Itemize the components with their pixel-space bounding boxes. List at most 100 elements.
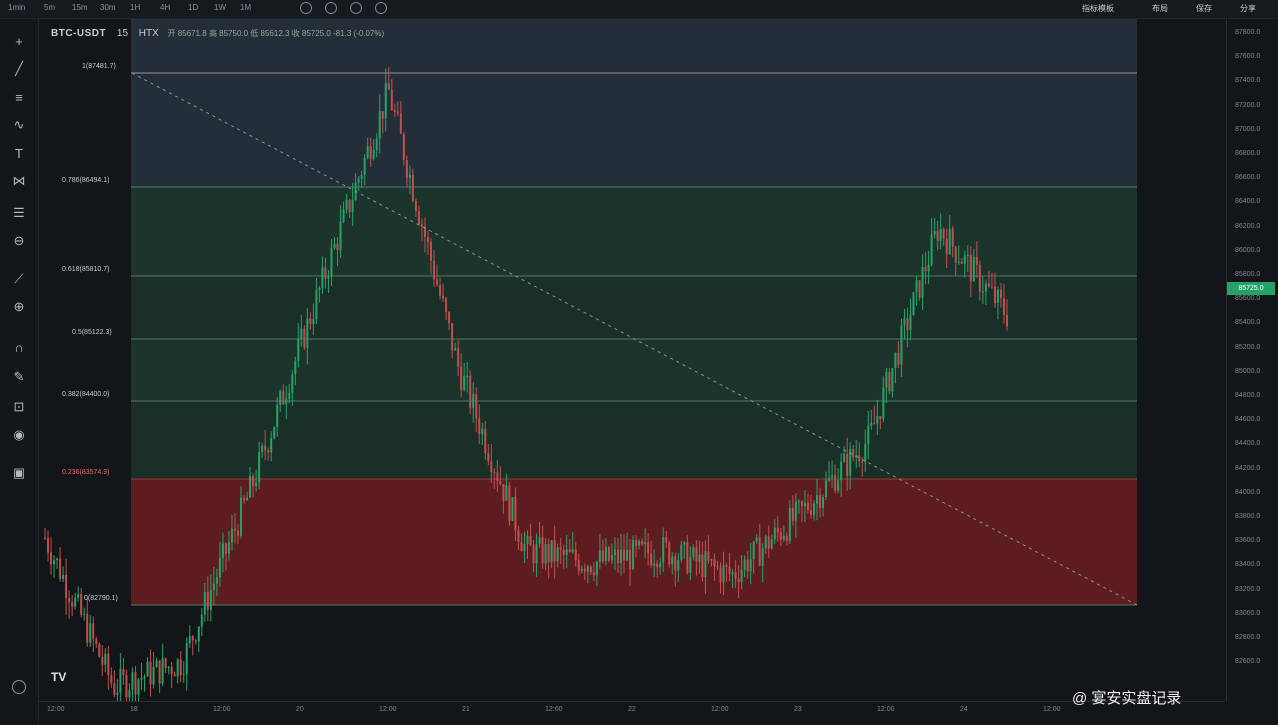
trash-icon[interactable]: ▣ — [12, 465, 26, 480]
indicators-icon[interactable] — [325, 2, 337, 14]
horizontal-lines-icon[interactable]: ≡ — [15, 89, 23, 105]
candle-body — [191, 636, 194, 641]
candle-body — [348, 199, 351, 212]
zoom-in-icon[interactable]: ⊕ — [13, 299, 25, 314]
candle-body — [95, 638, 98, 644]
timeframe-30m[interactable]: 30m — [100, 3, 116, 12]
magnet-icon[interactable]: ∩ — [14, 339, 24, 355]
text-icon[interactable]: T — [15, 145, 23, 161]
fib-retracement-icon[interactable]: ☰ — [13, 205, 25, 220]
chart-type-icon[interactable] — [300, 2, 312, 14]
candle-body — [656, 563, 659, 568]
candle-body — [224, 543, 227, 554]
candle-body — [442, 295, 445, 299]
lock-icon[interactable]: ⊡ — [13, 399, 25, 414]
timeframe-1d[interactable]: 1D — [188, 3, 199, 12]
candle-body — [773, 527, 776, 540]
eye-icon[interactable]: ◉ — [13, 427, 25, 442]
candle-body — [240, 497, 243, 536]
ruler-icon[interactable]: ⟋ — [14, 271, 24, 286]
candle-body — [547, 544, 550, 563]
settings-gear-icon[interactable] — [12, 680, 26, 694]
timeframe-5m[interactable]: 5m — [44, 3, 56, 12]
candle-body — [137, 679, 140, 695]
candle-body — [173, 674, 176, 677]
candle-body — [598, 550, 601, 562]
ohlc-readout: 开 85671.8 高 85750.0 低 85612.3 收 85725.0 … — [167, 29, 385, 38]
price-tick: 86400.0 — [1235, 198, 1261, 206]
candle-body — [565, 549, 568, 555]
pattern-icon[interactable]: ⋈ — [12, 173, 26, 188]
candle-body — [152, 667, 155, 685]
timeframe-4h[interactable]: 4H — [160, 3, 171, 12]
candle-body — [47, 538, 50, 553]
candle-body — [737, 578, 740, 583]
save-button[interactable]: 保存 — [1196, 4, 1212, 13]
candle-body — [662, 537, 665, 563]
candlestick-series — [44, 67, 1008, 701]
candle-body — [351, 199, 354, 212]
candle-body — [104, 653, 107, 665]
candle-body — [336, 243, 339, 251]
candle-body — [891, 368, 894, 392]
candle-body — [146, 661, 149, 677]
candle-body — [951, 228, 954, 247]
timeframe-1m[interactable]: 1M — [240, 3, 252, 12]
time-axis[interactable]: 12:00 18 12:00 20 12:00 21 12:00 22 12:00 23 12:00… — [39, 701, 1225, 725]
candle-body — [502, 484, 505, 501]
candle-body — [882, 387, 885, 420]
trendline-icon[interactable]: ╱ — [15, 61, 23, 76]
crosshair-icon[interactable]: + — [15, 33, 23, 49]
candle-body — [876, 415, 879, 424]
price-tick: 83800.0 — [1235, 513, 1261, 520]
layout-menu[interactable]: 布局 — [1152, 4, 1168, 13]
timeframe-1min[interactable]: 1min — [8, 3, 26, 12]
candle-body — [698, 554, 701, 562]
price-tick: 84200.0 — [1235, 464, 1261, 472]
candle-body — [92, 623, 95, 639]
candle-body — [653, 563, 656, 566]
time-tick: 12:00 — [545, 706, 563, 713]
candle-body — [583, 568, 586, 572]
timeframe-1w[interactable]: 1W — [214, 3, 226, 12]
candle-body — [369, 146, 372, 159]
template-menu[interactable]: 指标模板 — [1082, 4, 1114, 13]
candle-body — [505, 485, 508, 501]
candle-body — [381, 111, 384, 119]
candle-body — [921, 267, 924, 298]
timeframe-15m[interactable]: 15m — [72, 3, 88, 12]
candle-body — [454, 348, 457, 351]
candle-body — [692, 547, 695, 558]
candle-body — [689, 557, 692, 573]
candle-body — [960, 261, 963, 264]
candle-body — [463, 376, 466, 391]
brush-icon[interactable]: ∿ — [13, 117, 25, 132]
candle-body — [360, 174, 363, 179]
candle-body — [610, 554, 613, 561]
candle-body — [553, 540, 556, 562]
keep-drawing-icon[interactable]: ✎ — [13, 369, 25, 384]
candle-body — [638, 540, 641, 546]
tradingview-logo: TV — [51, 670, 67, 684]
candle-body — [680, 544, 683, 561]
candle-body — [233, 528, 236, 531]
candle-body — [420, 224, 423, 227]
candle-body — [140, 677, 143, 680]
candle-body — [131, 672, 134, 691]
candle-body — [396, 111, 399, 114]
share-button[interactable]: 分享 — [1240, 4, 1256, 13]
candle-body — [629, 550, 632, 570]
price-chart[interactable] — [39, 19, 1225, 701]
price-axis[interactable]: 87800.0 87600.0 87400.0 87200.0 87000.0 86800… — [1226, 19, 1278, 701]
symbol-label[interactable]: BTC-USDT — [51, 28, 107, 39]
undo-icon[interactable] — [375, 2, 387, 14]
candle-body — [713, 559, 716, 566]
candle-body — [324, 267, 327, 279]
prediction-icon[interactable]: ⊖ — [13, 233, 25, 248]
timeframe-1h[interactable]: 1H — [130, 3, 141, 12]
settings-icon[interactable] — [350, 2, 362, 14]
candle-body — [918, 280, 921, 298]
candle-body — [372, 149, 375, 159]
candle-body — [674, 556, 677, 571]
candle-body — [909, 315, 912, 331]
